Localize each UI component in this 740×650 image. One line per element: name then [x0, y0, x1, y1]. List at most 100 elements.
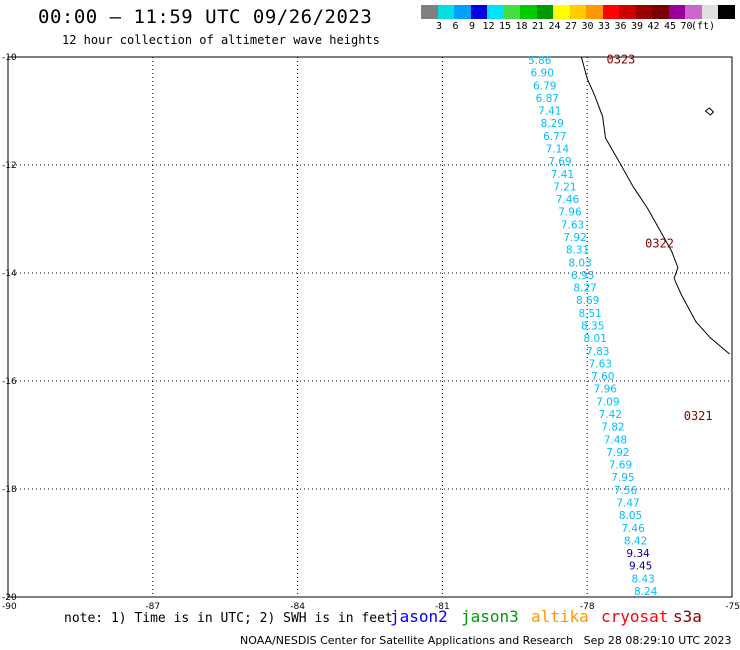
lon-tick-label: -78	[580, 602, 595, 612]
swh-value: 7.47	[616, 498, 639, 510]
collection-subtitle: 12 hour collection of altimeter wave hei…	[62, 33, 380, 47]
swh-value: 6.79	[533, 80, 556, 92]
lon-tick-label: -81	[435, 602, 450, 612]
swh-value: 8.29	[541, 118, 564, 130]
swh-value: 7.09	[596, 396, 619, 408]
map-frame	[7, 56, 733, 598]
legend-label: 70	[680, 21, 693, 32]
legend-swatch	[635, 5, 653, 19]
pass-label: 0321	[684, 409, 713, 423]
swh-value: 7.48	[604, 434, 627, 446]
legend-swatch	[421, 5, 438, 19]
swh-value: 7.46	[621, 523, 645, 535]
swh-value: 9.45	[629, 561, 652, 573]
swh-value: 7.69	[548, 156, 571, 168]
swh-value: 7.21	[553, 181, 576, 193]
legend-label: 12	[482, 21, 495, 32]
legend-swatch	[569, 5, 587, 19]
swh-value: 7.63	[561, 219, 584, 231]
swh-value: 7.60	[591, 371, 614, 383]
swh-value: 7.83	[586, 346, 609, 358]
swh-value: 7.82	[601, 422, 624, 434]
swh-value: 7.96	[558, 207, 582, 219]
legend-label: 45	[663, 21, 677, 32]
swh-value: 6.87	[536, 93, 559, 105]
mission-altika: altika	[531, 607, 589, 626]
legend-swatch	[487, 5, 504, 19]
swh-value: 8.05	[619, 510, 642, 522]
lat-tick-label: -10	[2, 53, 17, 63]
swh-value: 8.43	[631, 573, 654, 585]
legend-swatch	[536, 5, 554, 19]
swh-value: 7.63	[589, 358, 612, 370]
swh-value: 6.95	[571, 270, 594, 282]
swh-value: 9.34	[626, 548, 650, 560]
lat-tick-label: -14	[2, 269, 17, 279]
legend-swatch	[454, 5, 471, 19]
mission-jason3: jason3	[461, 607, 519, 626]
legend-swatch	[701, 5, 719, 19]
legend-label: 3	[435, 21, 443, 32]
legend-swatch	[503, 5, 521, 19]
legend-label: 6	[452, 21, 459, 32]
legend-label: 39	[630, 21, 644, 32]
lon-tick-label: -84	[290, 602, 305, 612]
lon-tick-label: -90	[2, 602, 17, 612]
swh-value: 7.95	[611, 472, 634, 484]
legend-label: 24	[548, 21, 561, 32]
lat-tick-label: -12	[2, 161, 17, 171]
legend-label: 27	[564, 21, 578, 32]
swh-value: 8.24	[634, 586, 658, 598]
mission-jason2: jason2	[390, 607, 448, 626]
swh-value: 7.41	[538, 106, 561, 118]
legend-label: 36	[614, 21, 627, 32]
lat-tick-label: -20	[2, 593, 17, 603]
legend-swatch	[586, 5, 603, 19]
swh-value: 6.90	[531, 68, 554, 80]
legend-swatch	[437, 5, 455, 19]
swh-value: 7.56	[614, 485, 638, 497]
lat-tick-label: -18	[2, 485, 17, 495]
legend-swatch	[619, 5, 636, 19]
lat-tick-label: -16	[2, 377, 17, 387]
legend-label: 9	[468, 21, 476, 32]
legend-swatch	[685, 5, 702, 19]
legend-label: 30	[581, 21, 594, 32]
swh-value: 7.92	[563, 232, 586, 244]
legend-swatch	[470, 5, 488, 19]
legend-label: 15	[498, 21, 512, 32]
swh-value: 7.14	[546, 144, 570, 156]
swh-value: 7.69	[609, 460, 632, 472]
legend-label: 18	[515, 21, 528, 32]
pass-label: 0323	[607, 53, 636, 67]
pass-label: 0322	[645, 236, 674, 250]
legend-unit: (ft)	[690, 21, 716, 32]
swh-value: 8.27	[573, 283, 596, 295]
legend-swatch	[602, 5, 620, 19]
legend-swatch	[652, 5, 669, 19]
credit-footer: NOAA/NESDIS Center for Satellite Applica…	[240, 634, 732, 647]
swh-value: 7.96	[594, 384, 618, 396]
swh-value: 7.41	[551, 169, 574, 181]
swh-value: 6.77	[543, 131, 566, 143]
coastline	[580, 56, 730, 355]
time-range-title: 00:00 – 11:59 UTC 09/26/2023	[38, 6, 373, 28]
swh-value: 8.69	[576, 295, 599, 307]
legend-label: 42	[647, 21, 660, 32]
units-note: note: 1) Time is in UTC; 2) SWH is in fe…	[64, 611, 393, 626]
swh-value: 8.42	[624, 535, 647, 547]
swh-value: 5.86	[528, 55, 552, 67]
swh-value: 7.46	[556, 194, 580, 206]
swh-value: 8.35	[581, 321, 604, 333]
legend-label: 21	[531, 21, 545, 32]
swh-value: 8.31	[566, 245, 589, 257]
legend-swatch	[668, 5, 686, 19]
lon-tick-label: -75	[725, 602, 740, 612]
mission-cryosat: cryosat	[601, 607, 669, 626]
legend-label: 33	[597, 21, 611, 32]
legend-swatch	[520, 5, 537, 19]
island-outline	[704, 107, 715, 116]
legend-swatch	[718, 5, 735, 19]
legend-swatch	[553, 5, 570, 19]
